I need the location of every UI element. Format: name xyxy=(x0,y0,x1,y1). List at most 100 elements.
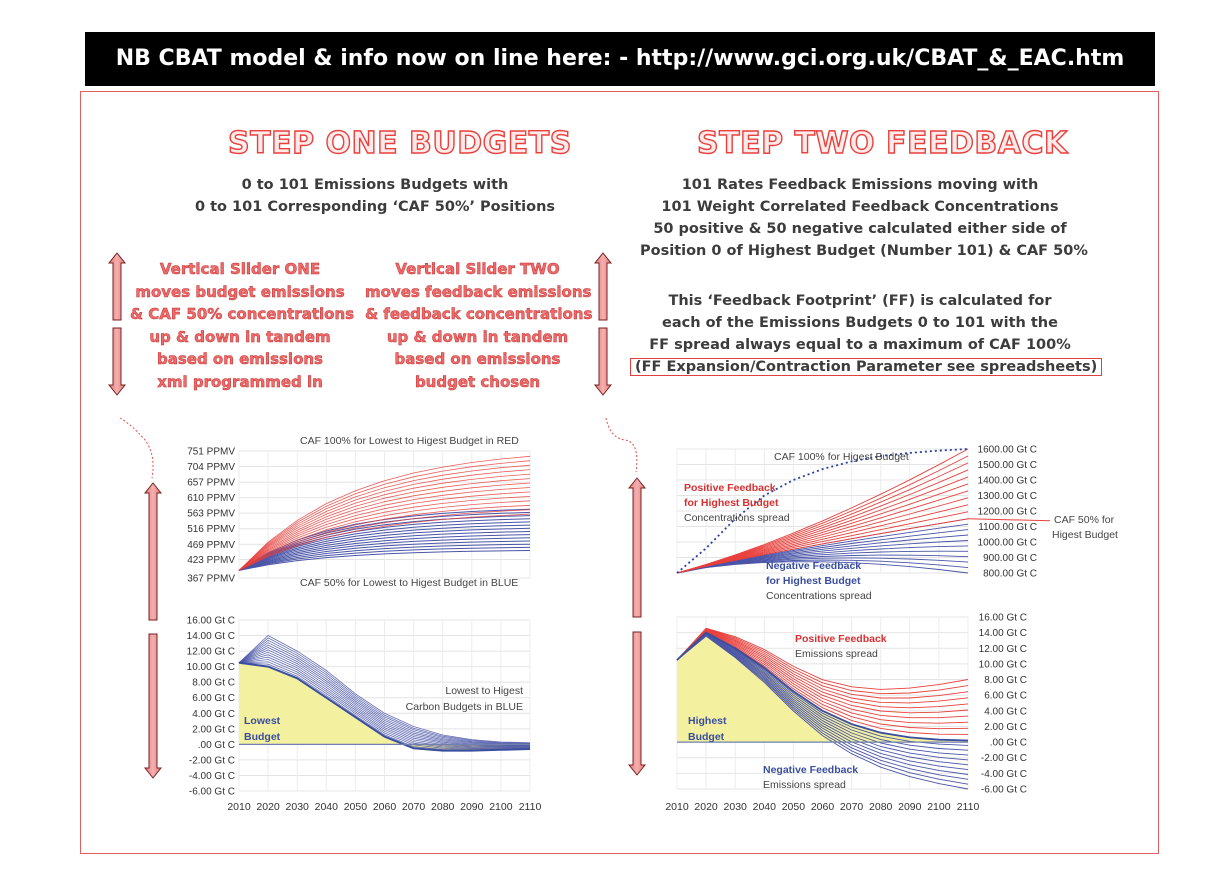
right-em-negative-series xyxy=(676,634,969,780)
left-em-y-tick: .00 Gt C xyxy=(198,740,235,751)
left-em-x-tick: 2050 xyxy=(344,801,368,813)
ff-line-1: This ‘Feedback Footprint’ (FF) is calcul… xyxy=(668,293,1052,309)
left-em-blue-series xyxy=(238,654,531,748)
left-conc-red-series xyxy=(238,469,531,571)
right-em-x-tick: 2100 xyxy=(927,801,951,813)
right-conc-y-tick: 1600.00 Gt C xyxy=(978,445,1037,456)
left-em-blue-series xyxy=(238,637,531,744)
right-conc-y-tick: 1300.00 Gt C xyxy=(978,491,1037,502)
slider-two-line: up & down in tandem xyxy=(386,327,569,346)
slider-two-up-arrow xyxy=(593,252,613,321)
right-em-x-tick: 2030 xyxy=(724,801,748,813)
right-conc-caf50-annotation: CAF 50% for xyxy=(1054,514,1115,526)
left-conc-red-annotation: CAF 100% for Lowest to Higest Budget in … xyxy=(300,435,519,447)
slider-two-down-arrow xyxy=(593,327,613,396)
ff-line-2: each of the Emissions Budgets 0 to 101 w… xyxy=(662,315,1058,331)
right-conc-positive-label: Positive Feedback xyxy=(684,482,776,494)
step-one-line-2: 0 to 101 Corresponding ‘CAF 50%’ Positio… xyxy=(194,199,556,215)
left-em-blue-series xyxy=(238,635,531,744)
right-em-positive-series xyxy=(676,631,969,730)
right-em-negative-spread: Emissions spread xyxy=(763,779,846,791)
right-em-x-tick: 2070 xyxy=(840,801,864,813)
right-em-y-tick: 6.00 Gt C xyxy=(984,691,1027,702)
right-em-x-tick: 2110 xyxy=(957,801,980,813)
left-em-x-tick: 2100 xyxy=(489,801,513,813)
left-conc-blue-series xyxy=(238,537,531,571)
step-two-title: STEP TWO FEEDBACK xyxy=(696,125,1068,161)
right-em-positive-spread: Emissions spread xyxy=(795,648,878,660)
right-conc-negative-spread: Concentrations spread xyxy=(766,590,872,602)
left-em-y-tick: -4.00 Gt C xyxy=(189,771,235,782)
slider-one-line: up & down in tandem xyxy=(149,327,331,346)
left-em-y-tick: 4.00 Gt C xyxy=(192,709,235,720)
step-one-title: STEP ONE BUDGETS xyxy=(227,125,572,161)
right-em-highest-budget-line xyxy=(676,631,969,742)
right-em-positive-series xyxy=(676,629,969,704)
left-em-blue-series xyxy=(238,649,531,747)
step-one-description: 0 to 101 Emissions Budgets with 0 to 101… xyxy=(175,174,575,218)
step-two-line-3: 50 positive & 50 negative calculated eit… xyxy=(653,221,1067,237)
slider-two-line: Vertical Slider TWO xyxy=(395,260,560,278)
left-conc-red-series xyxy=(238,491,531,571)
right-em-y-tick: -6.00 Gt C xyxy=(981,785,1027,796)
right-em-positive-label: Positive Feedback xyxy=(795,633,887,645)
left-em-x-tick: 2020 xyxy=(256,801,280,813)
left-conc-blue-series xyxy=(238,518,531,571)
ff-line-3: FF spread always equal to a maximum of C… xyxy=(649,337,1071,353)
right-em-y-tick: 12.00 Gt C xyxy=(979,644,1027,655)
right-chart-up-arrow xyxy=(627,477,647,618)
slider-one-line: moves budget emissions xyxy=(135,282,345,301)
left-conc-blue-series xyxy=(238,546,531,571)
right-em-positive-series xyxy=(676,628,969,699)
left-conc-red-series xyxy=(238,478,531,571)
right-em-x-tick: 2020 xyxy=(694,801,718,813)
right-conc-blue-series xyxy=(676,561,969,574)
right-em-positive-series xyxy=(676,627,969,690)
left-conc-blue-series xyxy=(238,524,531,571)
right-em-positive-series xyxy=(676,630,969,724)
right-conc-red-series xyxy=(676,448,969,574)
right-em-x-tick: 2060 xyxy=(811,801,835,813)
left-em-annotation: Lowest to Higest xyxy=(445,685,523,697)
left-em-y-tick: -2.00 Gt C xyxy=(189,755,235,766)
left-connector-curve xyxy=(119,417,154,479)
left-em-lowest-budget-line xyxy=(238,661,531,752)
left-chart-up-arrow xyxy=(143,482,163,621)
left-conc-red-series xyxy=(238,482,531,571)
right-em-y-tick: -4.00 Gt C xyxy=(981,769,1027,780)
right-em-y-tick: 10.00 Gt C xyxy=(979,659,1027,670)
right-conc-red-series xyxy=(676,518,969,574)
left-conc-y-tick: 367 PPMV xyxy=(187,574,235,585)
left-conc-red-series xyxy=(238,460,531,571)
left-conc-y-tick: 563 PPMV xyxy=(187,509,235,520)
left-conc-blue-series xyxy=(238,550,531,571)
right-em-highest-label: Highest xyxy=(688,715,727,727)
right-em-positive-series xyxy=(676,628,969,695)
slider-one-line: based on emissions xyxy=(157,350,323,368)
left-em-x-tick: 2110 xyxy=(519,801,542,813)
left-em-blue-series xyxy=(238,661,531,750)
left-chart-down-arrow xyxy=(143,633,163,779)
right-conc-caf50-pointer xyxy=(967,518,1051,522)
left-conc-y-tick: 657 PPMV xyxy=(187,478,235,489)
right-em-negative-series xyxy=(676,635,969,790)
right-em-negative-series xyxy=(676,632,969,751)
left-em-y-tick: 14.00 Gt C xyxy=(187,631,235,642)
left-em-blue-series xyxy=(238,659,531,749)
slider-two-line: based on emissions xyxy=(394,350,561,368)
left-conc-red-series xyxy=(238,455,531,571)
right-chart-down-arrow xyxy=(627,631,647,776)
left-conc-y-tick: 610 PPMV xyxy=(187,493,235,504)
step-two-description: 101 Rates Feedback Emissions moving with… xyxy=(640,174,1088,262)
step-one-line-1: 0 to 101 Emissions Budgets with xyxy=(241,177,509,193)
right-conc-caf100-annotation: CAF 100% for Higest Budget xyxy=(774,451,909,463)
right-conc-positive-spread: Concentrations spread xyxy=(684,512,790,524)
left-em-budget-label: Budget xyxy=(244,731,281,743)
left-em-x-tick: 2060 xyxy=(373,801,397,813)
main-frame xyxy=(80,91,1159,854)
right-em-negative-series xyxy=(676,634,969,771)
right-conc-negative-label: Negative Feedback xyxy=(766,560,861,572)
right-emissions-chart: 16.00 Gt C 14.00 Gt C 12.00 Gt C 10.00 Gt C… xyxy=(665,613,1027,814)
right-em-x-tick: 2080 xyxy=(869,801,893,813)
